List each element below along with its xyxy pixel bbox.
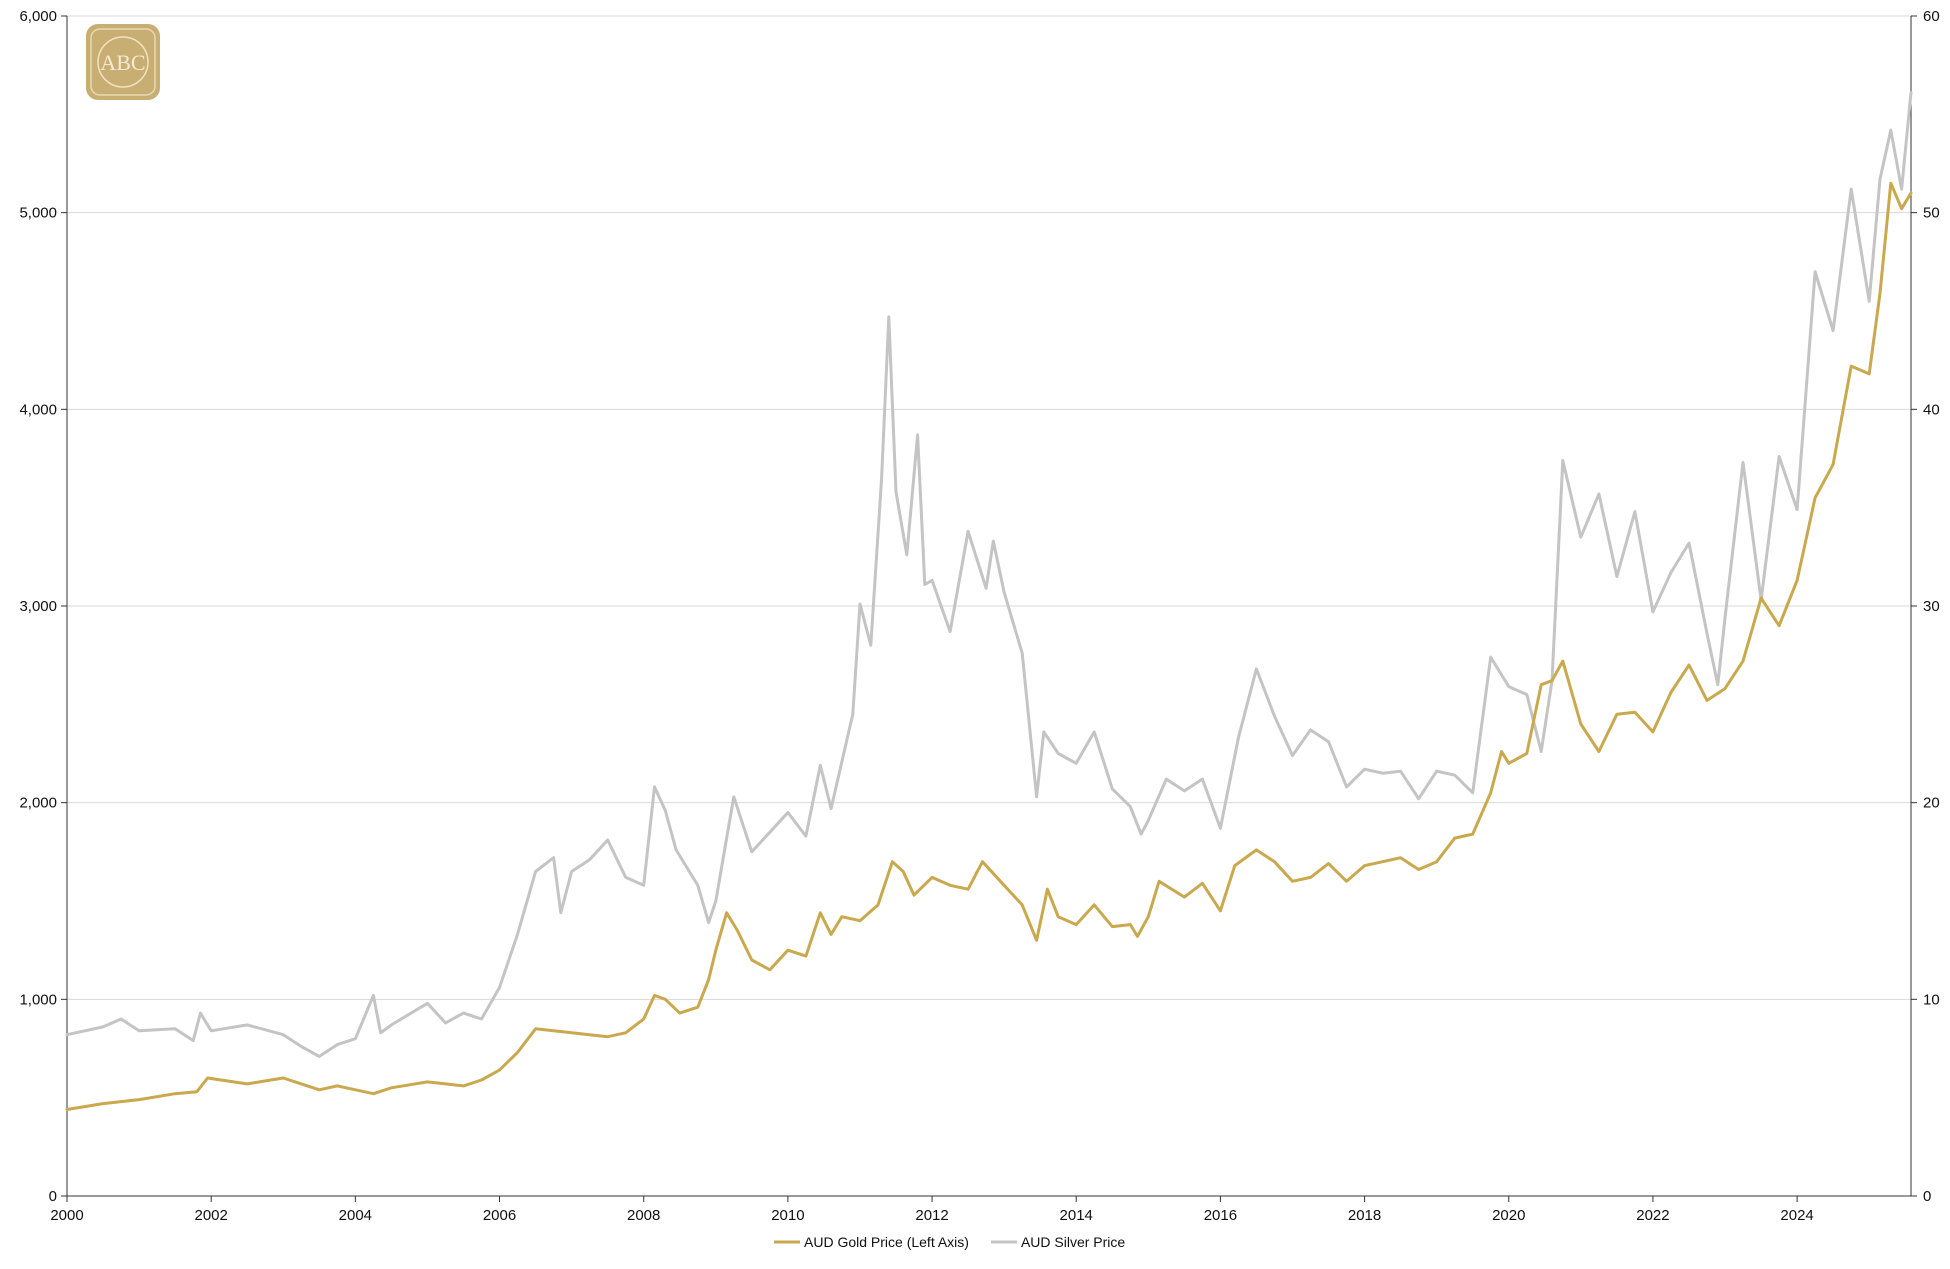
x-tick-label: 2010 [771, 1207, 804, 1224]
right-tick-label: 20 [1923, 795, 1940, 812]
series-line-gold [65, 181, 1913, 1111]
x-tick-label: 2020 [1492, 1207, 1525, 1224]
x-tick-label: 2016 [1204, 1207, 1237, 1224]
right-tick-label: 40 [1923, 401, 1940, 418]
abc-logo: ABC [86, 24, 160, 100]
logo-badge [86, 24, 160, 100]
left-tick-label: 1,000 [19, 991, 57, 1008]
x-tick-label: 2022 [1636, 1207, 1669, 1224]
left-tick-label: 2,000 [19, 795, 57, 812]
logo-text: ABC [100, 50, 145, 75]
series-layer [65, 91, 1913, 1111]
x-tick-label: 2004 [339, 1207, 372, 1224]
x-tick-label: 2014 [1060, 1207, 1093, 1224]
legend: AUD Gold Price (Left Axis) AUD Silver Pri… [774, 1234, 1125, 1250]
logo-inner-border [90, 28, 156, 96]
legend-label-silver: AUD Silver Price [1021, 1234, 1125, 1250]
x-tick-label: 2002 [194, 1207, 227, 1224]
legend-label-gold: AUD Gold Price (Left Axis) [804, 1234, 969, 1250]
horizontal-gridlines [67, 15, 1911, 1000]
left-tick-label: 6,000 [19, 8, 57, 25]
x-tick-label: 2006 [483, 1207, 516, 1224]
logo-circle [97, 36, 149, 88]
left-axis-ticks: 0 1,000 2,000 3,000 4,000 5,000 6,000 [19, 8, 67, 1205]
right-tick-label: 10 [1923, 991, 1940, 1008]
series-line-silver [65, 91, 1913, 1058]
left-tick-label: 0 [49, 1188, 57, 1205]
x-tick-label: 2012 [915, 1207, 948, 1224]
left-tick-label: 4,000 [19, 401, 57, 418]
x-axis-ticks: 2000 2002 2004 2006 2008 2010 2012 2014 2016 2018… [50, 1196, 1814, 1224]
x-tick-label: 2024 [1780, 1207, 1813, 1224]
right-tick-label: 50 [1923, 205, 1940, 222]
x-tick-label: 2000 [50, 1207, 83, 1224]
left-tick-label: 5,000 [19, 205, 57, 222]
left-tick-label: 3,000 [19, 598, 57, 615]
right-axis-ticks: 0 10 20 30 40 50 60 [1911, 8, 1940, 1205]
right-tick-label: 60 [1923, 8, 1940, 25]
right-tick-label: 0 [1923, 1188, 1931, 1205]
x-tick-label: 2008 [627, 1207, 660, 1224]
right-tick-label: 30 [1923, 598, 1940, 615]
x-tick-label: 2018 [1348, 1207, 1381, 1224]
